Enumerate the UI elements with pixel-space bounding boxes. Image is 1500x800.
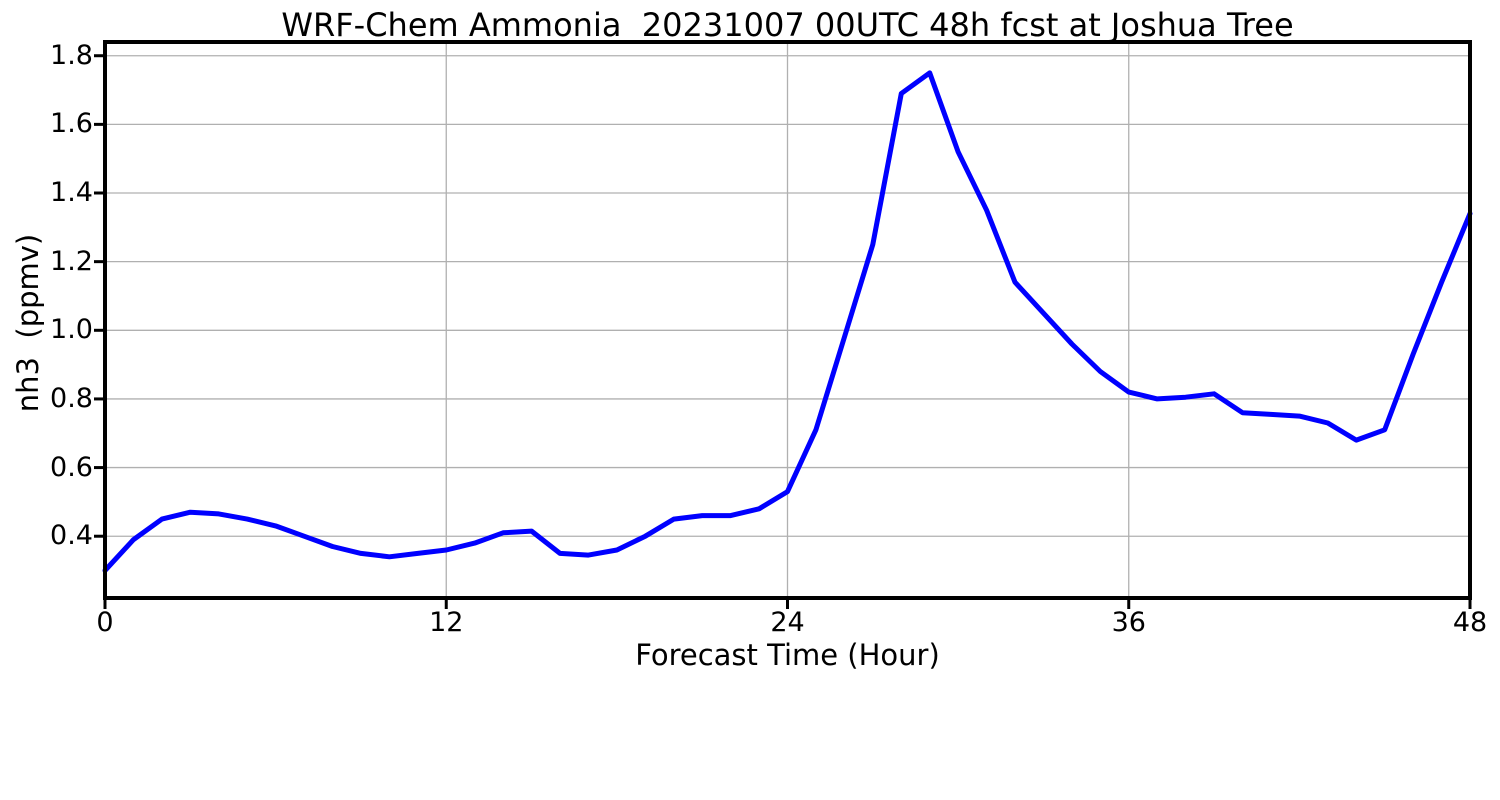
y-axis-label: nh3 (ppmv) (11, 233, 45, 413)
x-tick-label: 0 (96, 607, 114, 638)
y-tick-label: 0.6 (50, 451, 93, 483)
axes-frame (103, 40, 1472, 600)
y-tick-label: 1.2 (50, 245, 93, 277)
x-tick-label: 24 (770, 607, 805, 638)
y-tick-label: 1.8 (50, 39, 93, 71)
y-tick-label: 1.6 (50, 108, 93, 140)
nh3-series-line (102, 70, 1473, 573)
x-axis-label: Forecast Time (Hour) (635, 638, 940, 672)
y-tick-label: 0.8 (50, 382, 93, 414)
x-tick-label: 36 (1111, 607, 1146, 638)
chart-title: WRF-Chem Ammonia 20231007 00UTC 48h fcst… (281, 6, 1294, 44)
y-tick-label: 0.4 (50, 520, 93, 552)
y-tick-label: 1.0 (50, 314, 93, 346)
plot-area (94, 40, 1473, 609)
y-tick-label: 1.4 (50, 177, 93, 208)
x-tick-label: 12 (429, 607, 464, 638)
x-tick-label: 48 (1452, 607, 1488, 638)
